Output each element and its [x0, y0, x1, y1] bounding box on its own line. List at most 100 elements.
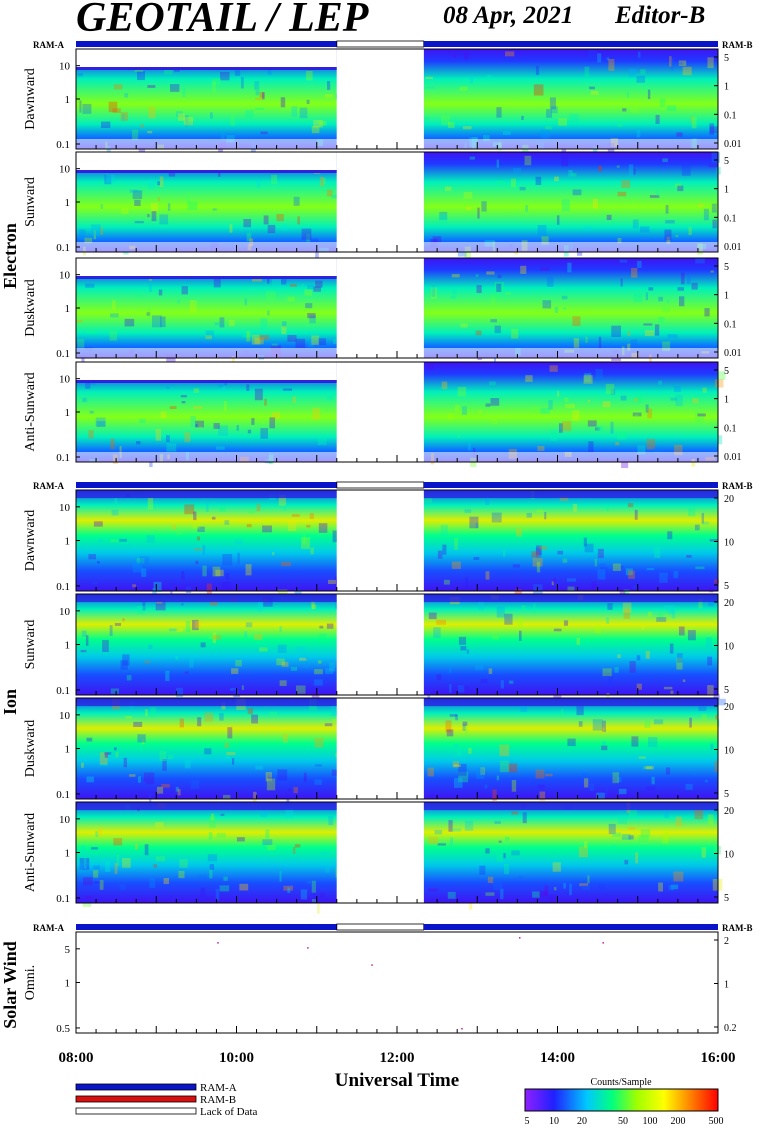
colorbar-tick-label: 200	[671, 1116, 686, 1127]
left-tick-label: 0.1	[56, 685, 70, 697]
colorbar-tick-label: 500	[709, 1116, 724, 1127]
right-tick-label: 0.2	[724, 1023, 737, 1034]
colorbar-title: Counts/Sample	[590, 1077, 652, 1088]
legend-swatch	[75, 1107, 197, 1115]
left-tick-label: 10	[59, 814, 71, 826]
panel-label: Omni.	[23, 965, 38, 1000]
x-tick-label: 14:00	[540, 1050, 575, 1066]
right-tick-label: 5	[724, 789, 729, 800]
right-tick-label: 20	[724, 494, 734, 505]
electron-ram-bar: RAM-A RAM-B	[33, 40, 753, 50]
x-tick-label: 12:00	[380, 1050, 415, 1066]
panel-2: Duskward 10 1 0.1 5 1 0.1 0.01	[23, 257, 742, 367]
colorbar-tick-label: 5	[525, 1116, 530, 1127]
right-tick-label: 2	[724, 936, 729, 947]
colorbar-tick-label: 50	[618, 1116, 628, 1127]
page-title: GEOTAIL / LEP	[76, 0, 369, 41]
right-tick-label: 5	[724, 262, 729, 273]
x-tick-label: 08:00	[59, 1050, 94, 1066]
editor-label: Editor-B	[615, 2, 706, 29]
left-tick-label: 10	[59, 61, 71, 73]
right-tick-label: 20	[724, 598, 734, 609]
omni-count-mark	[602, 942, 604, 944]
ram-b-label: RAM-B	[722, 481, 753, 491]
right-tick-label: 5	[724, 366, 729, 377]
right-tick-label: 0.01	[724, 242, 742, 253]
left-tick-label: 0.1	[56, 139, 70, 151]
x-tick-label: 10:00	[219, 1050, 254, 1066]
ram-a-label: RAM-A	[33, 481, 64, 491]
panel-7: Anti-Sunward 10 1 0.1 20 10 5	[23, 801, 734, 914]
left-tick-label: 0.1	[56, 893, 70, 905]
left-tick-label: 1	[65, 848, 71, 860]
left-tick-label: 1	[65, 94, 71, 106]
omni-count-mark	[518, 937, 521, 939]
right-tick-label: 10	[724, 642, 734, 653]
left-tick-label: 1	[65, 978, 71, 990]
left-tick-label: 10	[59, 606, 71, 618]
left-tick-label: 1	[65, 303, 71, 315]
left-tick-label: 0.1	[56, 452, 70, 464]
panel-label: Dawnward	[23, 510, 38, 571]
legend-swatch	[75, 1095, 197, 1103]
left-tick-label: 1	[65, 536, 71, 548]
right-tick-label: 20	[724, 702, 734, 713]
panel-label: Anti-Sunward	[23, 813, 38, 892]
panel-8: Omni. 5 1 0.5 2 1 0.2	[23, 931, 737, 1035]
solar-wind-ram-bar: RAM-A RAM-B	[33, 923, 753, 933]
left-tick-label: 10	[59, 710, 71, 722]
right-tick-label: 10	[724, 850, 734, 861]
right-tick-label: 0.01	[724, 348, 742, 359]
left-tick-label: 10	[59, 164, 71, 176]
colorbar-tick-label: 100	[643, 1116, 658, 1127]
right-tick-label: 0.01	[724, 452, 742, 463]
left-tick-label: 0.1	[56, 348, 70, 360]
right-tick-label: 0.01	[724, 139, 742, 150]
legend-label: Lack of Data	[200, 1106, 258, 1118]
panel-label: Duskward	[23, 279, 38, 337]
legend-label: RAM-A	[200, 1082, 237, 1094]
panel-4: Dawnward 10 1 0.1 20 10 5	[23, 489, 734, 601]
panel-1: Sunward 10 1 0.1 5 1 0.1 0.01	[23, 151, 742, 261]
right-tick-label: 5	[724, 53, 729, 64]
left-tick-label: 0.1	[56, 242, 70, 254]
left-tick-label: 1	[65, 640, 71, 652]
right-tick-label: 0.1	[724, 213, 737, 224]
right-tick-label: 5	[724, 685, 729, 696]
panel-6: Duskward 10 1 0.1 20 10 5	[23, 697, 734, 806]
right-tick-label: 0.1	[724, 423, 737, 434]
panel-label: Duskward	[23, 720, 38, 778]
panel-frame	[75, 931, 719, 1034]
left-tick-label: 10	[59, 374, 71, 386]
panel-0: Dawnward 10 1 0.1 5 1 0.1 0.01	[23, 48, 742, 159]
right-tick-label: 0.1	[724, 319, 737, 330]
right-tick-label: 1	[724, 395, 729, 406]
right-tick-label: 5	[724, 893, 729, 904]
colorbar	[524, 1088, 719, 1112]
left-tick-label: 10	[59, 270, 71, 282]
ion-ram-bar: RAM-A RAM-B	[33, 481, 753, 491]
panel-label: Dawnward	[23, 68, 38, 129]
right-tick-label: 5	[724, 156, 729, 167]
ram-b-label: RAM-B	[722, 923, 753, 933]
panel-5: Sunward 10 1 0.1 20 10 5	[23, 593, 734, 705]
legend-swatch	[75, 1083, 197, 1091]
ram-a-label: RAM-A	[33, 40, 64, 50]
colorbar-tick-label: 10	[549, 1116, 559, 1127]
group-label-ion: Ion	[0, 689, 20, 715]
legend-label: RAM-B	[200, 1094, 236, 1106]
left-tick-label: 1	[65, 744, 71, 756]
omni-count-mark	[461, 1027, 463, 1030]
x-axis-title: Universal Time	[335, 1070, 459, 1091]
panel-label: Sunward	[23, 620, 38, 670]
left-tick-label: 0.1	[56, 581, 70, 593]
right-tick-label: 5	[724, 581, 729, 592]
right-tick-label: 0.1	[724, 110, 737, 121]
left-tick-label: 0.1	[56, 789, 70, 801]
left-tick-label: 5	[65, 944, 71, 956]
right-tick-label: 1	[724, 980, 729, 991]
omni-count-mark	[371, 964, 373, 966]
panel-label: Sunward	[23, 177, 38, 227]
right-tick-label: 10	[724, 538, 734, 549]
